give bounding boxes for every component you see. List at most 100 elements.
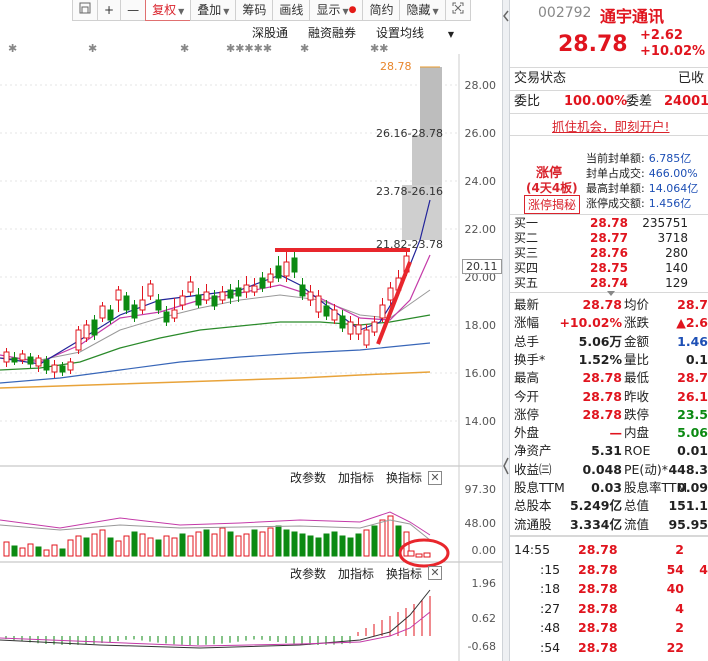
event-marker-icon[interactable]: ✱✱ <box>370 42 389 55</box>
volume-bar <box>187 535 194 557</box>
hide-button[interactable]: 隐藏 ▼ <box>399 0 446 21</box>
macd-edit-params-link[interactable]: 改参数 <box>290 567 327 581</box>
collapse-arrow-icon <box>503 10 509 22</box>
order-book-row[interactable]: 买三 28.76 280 <box>514 247 708 260</box>
vol-add-indicator-link[interactable]: 加指标 <box>338 471 375 485</box>
expand-arrow-icon[interactable] <box>606 290 616 298</box>
vol-edit-params-link[interactable]: 改参数 <box>290 471 327 485</box>
weibi-value: 100.00% <box>564 94 628 109</box>
quote-label: 最高 <box>514 370 540 386</box>
macd-add-indicator-link[interactable]: 加指标 <box>338 567 375 581</box>
tick-time: :18 <box>540 581 561 596</box>
candle-body <box>59 365 66 373</box>
candle-body <box>259 277 266 289</box>
candle-body <box>171 309 178 319</box>
order-book-row[interactable]: 买四 28.75 140 <box>514 262 708 275</box>
candle-body <box>67 361 74 371</box>
vol-axis-label: 0.00 <box>471 544 497 557</box>
margin-trading-link[interactable]: 融资融券 <box>308 26 357 40</box>
limit-up-reveal-button[interactable]: 涨停揭秘 <box>524 195 581 214</box>
price-axis-label: 28.00 <box>464 79 497 92</box>
draw-line-button[interactable]: 画线 <box>272 0 311 21</box>
panel-splitter[interactable] <box>502 0 510 661</box>
ma-settings-link[interactable]: 设置均线 ▼ <box>376 26 455 40</box>
weibi-row: 委比 100.00% 委差 24001 <box>514 92 708 112</box>
price-axis-label: 22.00 <box>464 223 497 236</box>
candle-body <box>379 304 386 319</box>
tick-time: 14:55 <box>514 542 551 557</box>
chip-label-0: 28.78 <box>380 60 412 73</box>
candle-body <box>131 304 138 319</box>
order-price: 28.78 <box>590 216 628 230</box>
volume-bar <box>355 533 362 557</box>
quote-row: 涨停 28.78 跌停 23.5 <box>514 406 708 424</box>
overlay-button[interactable]: 叠加 ▼ <box>190 0 237 21</box>
volume-bar <box>395 525 402 557</box>
event-marker-icon[interactable]: ✱✱✱✱✱ <box>226 42 273 55</box>
event-marker-icon[interactable]: ✱ <box>180 42 190 55</box>
volume-bar <box>251 529 258 557</box>
candle-body <box>339 315 346 329</box>
vol-switch-indicator-link[interactable]: 换指标 <box>386 471 423 485</box>
quote-label: 净资产 <box>514 443 552 459</box>
order-level-label: 买五 <box>514 276 539 290</box>
simple-button[interactable]: 简约 <box>362 0 401 21</box>
price-axis-label: 18.00 <box>464 319 497 332</box>
close-icon[interactable]: ✕ <box>428 566 442 580</box>
candle-body <box>35 357 42 367</box>
chart-area[interactable]: + — 复权 ▼ 叠加 ▼ 筹码 画线 显示 ▼● 简约 隐藏 ▼ 深股通 融资融券 设… <box>0 0 502 661</box>
volume-bar <box>83 537 90 557</box>
limit-up-detail-row: 封单占成交: 466.00% <box>586 165 698 181</box>
volume-bar <box>155 539 162 557</box>
tick-price: 28.78 <box>578 620 618 635</box>
quote-label: 总股本 <box>514 498 552 514</box>
quote-label: 涨停 <box>514 406 540 422</box>
volume-bar <box>195 531 202 557</box>
candle-body <box>227 289 234 299</box>
volume-bar <box>43 549 50 557</box>
quote-value: 0.048 <box>582 461 622 477</box>
candle-body <box>123 295 130 311</box>
order-book-row[interactable]: 买二 28.77 3718 <box>514 232 708 245</box>
candle-body <box>267 273 274 283</box>
candle-body <box>51 364 58 373</box>
annotation-ellipse <box>398 538 450 568</box>
order-price: 28.75 <box>590 261 628 275</box>
weicha-value: 24001 <box>664 94 708 109</box>
event-marker-icon[interactable]: ✱ <box>88 42 98 55</box>
order-book-row[interactable]: 买五 28.74 129 <box>514 277 708 290</box>
chips-button[interactable]: 筹码 <box>235 0 274 21</box>
adjust-button[interactable]: 复权 ▼ <box>145 0 192 21</box>
quote-value: 0.09 <box>677 480 708 495</box>
quote-label: 金额 <box>624 333 650 349</box>
quote-value: 23.5 <box>677 406 708 422</box>
quote-label: 昨收 <box>624 388 650 404</box>
close-icon[interactable]: ✕ <box>428 471 442 485</box>
quote-label: 流值 <box>624 516 650 532</box>
notification-dot-icon: ● <box>348 5 357 15</box>
volume-bar <box>11 545 18 557</box>
macd-switch-indicator-link[interactable]: 换指标 <box>386 567 423 581</box>
hk-connect-link[interactable]: 深股通 <box>252 26 289 40</box>
candlestick-chart[interactable] <box>0 0 502 661</box>
candle-body <box>195 294 202 306</box>
volume-bar <box>363 529 370 557</box>
order-book-row[interactable]: 买一 28.78 235751 <box>514 217 708 230</box>
open-account-link[interactable]: 抓住机会，即刻开户! <box>552 119 670 134</box>
volume-bar <box>283 529 290 557</box>
limit-up-detail-row: 最高封单额: 14.064亿 <box>586 180 698 196</box>
limit-up-streak: (4天4板) <box>526 181 578 195</box>
volume-bar <box>171 537 178 557</box>
vol-ma-line <box>0 511 431 536</box>
quote-value: 28.78 <box>582 370 622 386</box>
event-marker-icon[interactable]: ✱ <box>8 42 18 55</box>
price-axis-label: 20.00 <box>464 271 497 284</box>
quote-value: 5.06万 <box>578 333 622 349</box>
candle-body <box>251 285 258 293</box>
quote-label: 涨幅 <box>514 315 540 331</box>
limit-up-detail-label: 最高封单额: <box>586 182 645 195</box>
quote-value: 1.52% <box>578 351 622 367</box>
event-marker-icon[interactable]: ✱ <box>300 42 310 55</box>
fullscreen-button[interactable] <box>444 0 471 21</box>
ma-line-gray <box>0 289 431 361</box>
